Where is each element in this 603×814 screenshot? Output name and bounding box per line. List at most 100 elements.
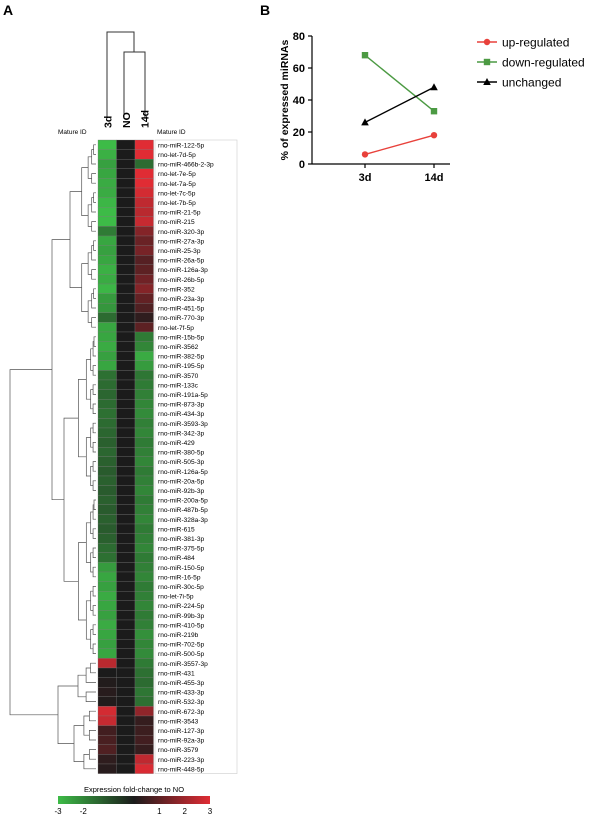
heatmap-panel: Mature ID Mature ID 3d NO 14d rno-miR-122-… (9, 31, 238, 814)
heatmap-cell (134, 533, 154, 544)
heatmap-cell (116, 562, 136, 573)
heatmap-cell (134, 207, 154, 217)
row-label: rno-miR-26a-5p (158, 258, 205, 265)
row-label: rno-miR-375-5p (158, 546, 205, 553)
colorbar: Expression fold-change to NO -3 -2 1 2 3 (54, 785, 212, 814)
colorbar-tick-label: 1 (157, 807, 162, 814)
heatmap-cell (134, 715, 154, 726)
heatmap-cell (116, 495, 136, 505)
heatmap-cell (134, 706, 154, 717)
heatmap-cell (97, 466, 117, 477)
heatmap-cell (116, 216, 136, 227)
heatmap-cell (134, 610, 154, 621)
data-point (430, 108, 438, 115)
heatmap-cell (97, 677, 117, 688)
row-label: rno-miR-410-5p (158, 622, 205, 629)
heatmap-cell (116, 610, 136, 621)
row-label: rno-miR-195-5p (158, 363, 205, 370)
heatmap-cell (116, 331, 136, 342)
legend-label: down-regulated (502, 56, 585, 70)
y-tick-label: 20 (293, 127, 305, 139)
heatmap-cell (134, 562, 154, 573)
legend-item-down-regulated: down-regulated (477, 56, 585, 70)
heatmap-cell (134, 389, 154, 400)
y-tick-label: 80 (293, 31, 305, 43)
row-label: rno-miR-505-3p (158, 459, 205, 466)
heatmap-cell (97, 744, 117, 755)
y-tick-label: 0 (299, 159, 305, 171)
heatmap-cell (134, 274, 154, 285)
row-label: rno-miR-532-3p (158, 699, 205, 706)
heatmap-cell (116, 543, 136, 553)
heatmap-cell (97, 379, 117, 390)
row-dendrogram (9, 144, 96, 770)
heatmap-cell (116, 475, 136, 486)
heatmap-cell (116, 735, 136, 745)
heatmap-cell (134, 149, 154, 160)
heatmap-cell (134, 418, 154, 429)
heatmap-cell (134, 322, 154, 333)
heatmap-cell (97, 715, 117, 726)
row-label: rno-miR-92a-3p (158, 738, 205, 745)
heatmap-cell (134, 216, 154, 227)
heatmap-cell (97, 341, 117, 352)
heatmap-cell (97, 408, 117, 419)
heatmap-cell (116, 226, 136, 237)
colorbar-title: Expression fold-change to NO (84, 785, 184, 794)
heatmap-cell (134, 581, 154, 592)
heatmap-cell (97, 360, 117, 371)
heatmap-cell (134, 735, 154, 745)
row-label: rno-miR-15b-5p (158, 334, 205, 341)
row-label: rno-let-7d-5p (158, 152, 196, 159)
heatmap-cell (116, 600, 136, 611)
heatmap-cell (97, 283, 117, 294)
heatmap-cell (134, 341, 154, 352)
heatmap-cell (116, 293, 136, 304)
row-label: rno-miR-126a-5p (158, 469, 208, 476)
row-label: rno-miR-27a-3p (158, 238, 205, 245)
heatmap-cell (116, 437, 136, 448)
heatmap-cell (116, 667, 136, 678)
heatmap-cell (97, 639, 117, 649)
heatmap-cell (134, 677, 154, 688)
row-label: rno-miR-126a-3p (158, 267, 208, 274)
row-label: rno-miR-25-3p (158, 248, 201, 255)
heatmap-cell (97, 264, 117, 275)
row-label: rno-miR-3579 (158, 747, 199, 754)
heatmap-cell (116, 235, 136, 246)
heatmap-cell (116, 466, 136, 477)
heatmap-cell (116, 571, 136, 582)
heatmap-cell (97, 475, 117, 486)
column-label-14d: 14d (139, 110, 151, 128)
heatmap-cell (97, 619, 117, 630)
heatmap-cell (116, 763, 136, 774)
row-label: rno-miR-429 (158, 440, 195, 447)
heatmap-cell (134, 639, 154, 649)
heatmap-cell (97, 562, 117, 573)
series-unchanged (361, 83, 438, 126)
heatmap-cell (97, 399, 117, 409)
heatmap-cell (134, 504, 154, 515)
row-label: rno-miR-433-3p (158, 690, 205, 697)
row-label: rno-miR-381-3p (158, 536, 205, 543)
row-label: rno-let-7c-5p (158, 190, 196, 197)
data-point (361, 52, 369, 59)
heatmap-cell (134, 725, 154, 736)
heatmap-cell (134, 370, 154, 381)
heatmap-cell (116, 197, 136, 208)
heatmap-cell (134, 447, 154, 457)
row-label: rno-miR-200a-5p (158, 498, 208, 505)
heatmap-cell (97, 514, 117, 525)
heatmap-cell (97, 293, 117, 304)
heatmap-cell (134, 399, 154, 409)
data-point (483, 78, 491, 85)
row-label: rno-let-7b-5p (158, 200, 196, 207)
heatmap-cell (97, 149, 117, 160)
heatmap-cell (116, 514, 136, 525)
row-label: rno-miR-672-3p (158, 709, 205, 716)
series-line (364, 86, 435, 124)
row-label: rno-miR-431 (158, 670, 195, 677)
heatmap-cell (116, 274, 136, 285)
row-label: rno-let-7i-5p (158, 594, 194, 601)
